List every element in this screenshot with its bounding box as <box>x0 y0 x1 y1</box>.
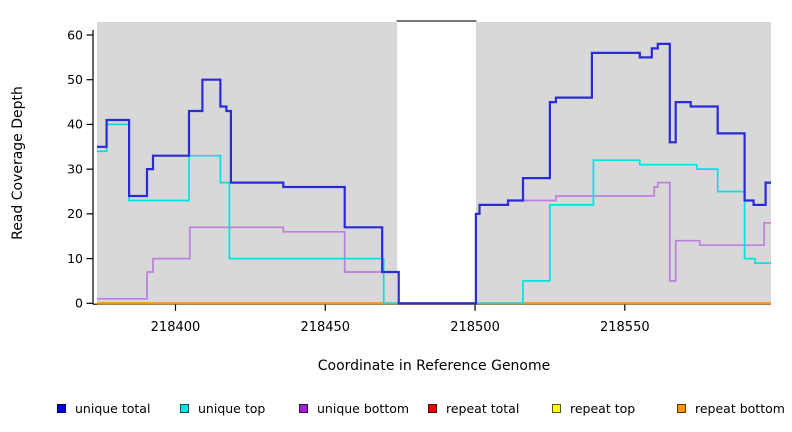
legend-label-unique-bottom: unique bottom <box>317 400 410 416</box>
legend-label-unique-top: unique top <box>198 400 266 416</box>
legend-item-repeat-top: repeat top <box>552 400 636 416</box>
legend-item-repeat-total: repeat total <box>428 400 520 416</box>
legend-item-unique-top: unique top <box>180 400 266 416</box>
y-tick-label: 0 <box>75 296 83 311</box>
y-tick-label: 10 <box>67 251 83 266</box>
x-tick-label: 218400 <box>151 320 201 335</box>
legend-label-repeat-top: repeat top <box>570 400 636 416</box>
legend-label-repeat-bottom: repeat bottom <box>695 400 785 416</box>
y-tick-label: 50 <box>67 72 83 87</box>
legend-label-repeat-total: repeat total <box>446 400 520 416</box>
x-tick-label: 218450 <box>300 320 350 335</box>
y-tick-label: 20 <box>67 206 83 221</box>
series-unique-total <box>97 42 771 305</box>
shaded-region <box>97 22 398 305</box>
y-tick-label: 60 <box>67 27 83 42</box>
x-tick-label: 218500 <box>450 320 500 335</box>
legend-key-unique-total <box>57 403 66 413</box>
legend-key-repeat-bottom <box>677 403 686 413</box>
legend: unique total unique top unique bottom repea… <box>0 401 792 419</box>
legend-key-unique-top <box>180 403 189 413</box>
y-tick-label: 40 <box>67 117 83 132</box>
legend-item-unique-total: unique total <box>57 400 151 416</box>
y-tick-label: 30 <box>67 161 83 176</box>
legend-key-repeat-top <box>552 403 561 413</box>
legend-label-unique-total: unique total <box>75 400 151 416</box>
x-tick-label: 218550 <box>600 320 650 335</box>
legend-key-unique-bottom <box>299 403 308 413</box>
legend-key-repeat-total <box>428 403 437 413</box>
series-unique-top <box>97 123 771 305</box>
shaded-region <box>475 22 771 305</box>
y-axis-title: Read Coverage Depth <box>10 86 26 240</box>
x-axis-title: Coordinate in Reference Genome <box>317 358 551 374</box>
legend-item-unique-bottom: unique bottom <box>299 400 410 416</box>
legend-item-repeat-bottom: repeat bottom <box>677 400 785 416</box>
